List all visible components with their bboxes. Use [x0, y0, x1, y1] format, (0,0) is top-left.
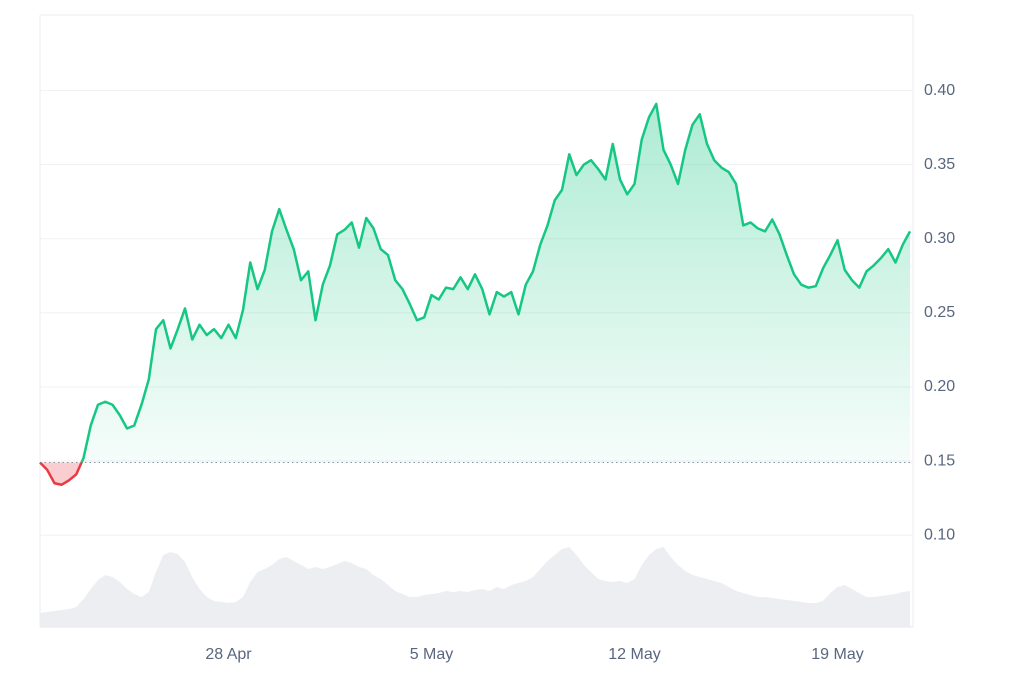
x-tick-label: 19 May	[811, 646, 863, 663]
y-tick-label: 0.40	[924, 82, 955, 99]
price-line-up	[40, 102, 912, 463]
x-tick-label: 28 Apr	[205, 646, 252, 663]
x-tick-label: 12 May	[608, 646, 660, 663]
y-tick-label: 0.30	[924, 230, 955, 247]
y-tick-label: 0.25	[924, 304, 955, 321]
y-tick-label: 0.15	[924, 452, 955, 469]
y-tick-label: 0.20	[924, 378, 955, 395]
x-tick-label: 5 May	[410, 646, 454, 663]
y-tick-label: 0.35	[924, 156, 955, 173]
y-tick-label: 0.10	[924, 526, 955, 543]
volume-area	[40, 547, 910, 627]
price-area-up	[81, 103, 910, 463]
